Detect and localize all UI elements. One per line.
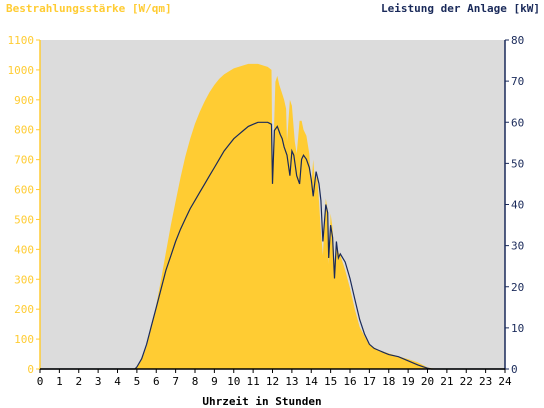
right-tick-label: 0: [511, 363, 518, 376]
x-tick-label: 24: [498, 375, 512, 388]
irradiance-area: [40, 63, 505, 370]
x-tick-label: 1: [56, 375, 63, 388]
left-tick-label: 400: [14, 243, 34, 256]
x-tick-label: 20: [421, 375, 434, 388]
right-axis-title: Leistung der Anlage [kW]: [381, 2, 540, 15]
left-tick-label: 800: [14, 124, 34, 137]
x-tick-label: 13: [285, 375, 298, 388]
x-tick-label: 16: [343, 375, 356, 388]
left-tick-label: 100: [14, 333, 34, 346]
right-tick-label: 20: [511, 281, 524, 294]
left-tick-label: 500: [14, 213, 34, 226]
x-tick-label: 11: [247, 375, 260, 388]
x-tick-label: 10: [227, 375, 240, 388]
left-axis-title: Bestrahlungsstärke [W/qm]: [6, 2, 172, 15]
right-tick-label: 60: [511, 116, 524, 129]
left-tick-label: 1100: [8, 34, 35, 47]
x-tick-label: 23: [479, 375, 492, 388]
x-tick-label: 2: [75, 375, 82, 388]
x-tick-label: 14: [305, 375, 319, 388]
x-tick-label: 18: [382, 375, 395, 388]
right-tick-label: 40: [511, 199, 524, 212]
left-tick-label: 700: [14, 154, 34, 167]
x-axis-title: Uhrzeit in Stunden: [202, 395, 321, 408]
x-tick-label: 17: [363, 375, 376, 388]
right-tick-label: 30: [511, 240, 524, 253]
x-tick-label: 15: [324, 375, 337, 388]
x-tick-label: 7: [172, 375, 179, 388]
x-tick-label: 6: [153, 375, 160, 388]
left-tick-label: 900: [14, 94, 34, 107]
left-tick-label: 0: [27, 363, 34, 376]
right-tick-label: 50: [511, 157, 524, 170]
x-tick-label: 19: [402, 375, 415, 388]
left-tick-label: 1000: [8, 64, 35, 77]
right-tick-label: 80: [511, 34, 524, 47]
x-tick-label: 5: [134, 375, 141, 388]
power-line: [40, 121, 505, 370]
right-tick-label: 70: [511, 75, 524, 88]
x-tick-label: 9: [211, 375, 218, 388]
x-tick-label: 22: [460, 375, 473, 388]
x-tick-label: 8: [192, 375, 199, 388]
x-tick-label: 21: [440, 375, 453, 388]
x-tick-label: 12: [266, 375, 279, 388]
left-tick-label: 300: [14, 273, 34, 286]
left-tick-label: 600: [14, 184, 34, 197]
left-tick-label: 200: [14, 303, 34, 316]
right-tick-label: 10: [511, 322, 524, 335]
x-tick-label: 4: [114, 375, 121, 388]
x-tick-label: 0: [37, 375, 44, 388]
x-tick-label: 3: [95, 375, 102, 388]
